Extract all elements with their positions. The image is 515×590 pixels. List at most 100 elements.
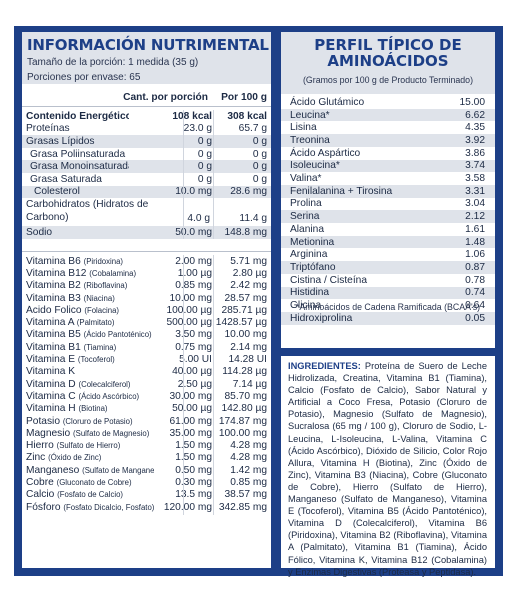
macro-row: Grasa Saturada 0 g 0 g xyxy=(22,173,271,186)
vitamin-label: Cobre xyxy=(26,477,54,489)
ingredients-list: Proteína de Suero de Leche Hidrolizada, … xyxy=(288,361,487,577)
vitamins-divider xyxy=(22,251,271,252)
vitamin-per-100g: 285.71 µg xyxy=(221,304,267,316)
vitamin-name: Vitamina B12 (Cobalamina) xyxy=(22,268,154,279)
vitamin-per-100g: 14.28 UI xyxy=(228,354,267,366)
macro-per-100g: 308 kcal xyxy=(227,110,267,122)
vitamin-label: Vitamina B1 xyxy=(26,341,81,353)
vitamin-per-100g: 4.28 mg xyxy=(230,440,267,452)
vitamin-per-100g: 174.87 mg xyxy=(218,415,267,427)
amino-row: Triptófano 0.87 xyxy=(281,261,495,274)
macro-per-serving: 23.0 g xyxy=(183,123,212,135)
vitamin-row: Vitamina A (Palmitato) 500.00 µg 1428.57 µ… xyxy=(22,317,271,329)
macro-name: Grasa Poliinsaturada xyxy=(30,148,126,160)
carbs-name: Carbohidratos (Hidratos de Carbono) xyxy=(26,199,149,223)
amino-name: Alanina xyxy=(290,223,324,235)
macro-name: Grasa Saturada xyxy=(30,173,102,185)
amino-value: 0.74 xyxy=(465,287,485,299)
vitamin-source: (Colecalciferol) xyxy=(78,379,131,389)
amino-name: Ácido Aspártico xyxy=(290,147,361,159)
vitamin-per-serving: 1.50 mg xyxy=(175,440,212,452)
amino-value: 3.04 xyxy=(465,198,485,210)
vitamin-name: Vitamina H (Biotina) xyxy=(22,403,154,414)
vitamin-label: Calcio xyxy=(26,489,55,501)
macro-per-100g: 28.6 mg xyxy=(230,186,267,198)
vitamin-row: Calcio (Fosfato de Calcio) 13.5 mg 38.57 m… xyxy=(22,489,271,501)
amino-name: Lisina xyxy=(290,122,317,134)
amino-name: Glicina xyxy=(290,300,322,312)
column-divider xyxy=(183,255,184,515)
vitamin-per-serving: 50.00 µg xyxy=(172,403,212,415)
vitamin-row: Vitamina B1 (Tiamina) 0.75 mg 2.14 mg xyxy=(22,341,271,353)
amino-value: 0.64 xyxy=(465,300,485,312)
amino-value: 15.00 xyxy=(459,96,486,108)
vitamin-per-100g: 342.85 mg xyxy=(218,501,267,513)
vitamin-name: Magnesio (Sulfato de Magnesio) xyxy=(22,428,154,439)
sodium-per-serving: 50.0 mg xyxy=(175,227,212,238)
vitamin-row: Vitamina B6 (Piridoxina) 2.00 mg 5.71 mg xyxy=(22,255,271,267)
amino-row: Arginina 1.06 xyxy=(281,248,495,261)
vitamin-label: Vitamina B12 xyxy=(26,267,87,279)
vitamin-row: Vitamina B5 (Ácido Pantoténico) 3.50 mg 10… xyxy=(22,329,271,341)
column-divider xyxy=(213,110,214,239)
vitamin-label: Vitamina K xyxy=(26,366,76,378)
vitamin-source: (Ácido Pantoténico) xyxy=(83,330,152,340)
vitamin-per-100g: 4.28 mg xyxy=(230,452,267,464)
amino-subtitle: (Gramos por 100 g de Producto Terminado) xyxy=(303,75,473,85)
vitamin-label: Ácido Folico xyxy=(26,304,82,316)
vitamin-label: Vitamina H xyxy=(26,403,76,415)
amino-value: 0.87 xyxy=(465,261,485,273)
macro-row: Grasa Poliinsaturada 0 g 0 g xyxy=(22,148,271,161)
vitamin-row: Vitamina C (Ácido Ascórbico) 30.00 mg 85.7… xyxy=(22,390,271,402)
vitamin-source: (Fosfato Dicalcio, Fosfato) xyxy=(63,502,154,512)
vitamin-name: Zinc (Óxido de Zinc) xyxy=(22,452,154,463)
macro-per-100g: 65.7 g xyxy=(238,123,267,135)
sodium-name: Sodio xyxy=(26,227,53,238)
serving-size: Tamaño de la porción: 1 medida (35 g) xyxy=(27,57,199,68)
amino-row: Fenilalanina + Tirosina 3.31 xyxy=(281,184,495,198)
amino-value: 3.92 xyxy=(465,134,485,146)
vitamin-source: (Cobalamina) xyxy=(89,268,137,278)
vitamin-name: Calcio (Fosfato de Calcio) xyxy=(22,489,154,500)
vitamin-per-100g: 28.57 mg xyxy=(224,292,267,304)
vitamin-name: Fósforo (Fosfato Dicalcio, Fosfato) xyxy=(22,502,154,513)
vitamin-name: Vitamina B2 (Riboflavina) xyxy=(22,280,154,291)
vitamin-label: Vitamina D xyxy=(26,378,76,390)
vitamin-name: Vitamina B6 (Piridoxina) xyxy=(22,256,154,267)
amino-row: Leucina* 6.62 xyxy=(281,108,495,122)
vitamin-row: Magnesio (Sulfato de Magnesio) 35.00 mg 10… xyxy=(22,427,271,439)
amino-name: Treonina xyxy=(290,134,330,146)
carbs-per-serving: 4.0 g xyxy=(187,213,210,224)
vitamin-name: Ácido Folico (Folacina) xyxy=(22,305,154,316)
vitamin-per-100g: 85.70 mg xyxy=(224,390,267,402)
vitamin-source: (Tiamina) xyxy=(83,342,117,352)
vitamin-label: Fósforo xyxy=(26,501,61,513)
vitamin-source: (Óxido de Zinc) xyxy=(48,453,102,463)
carbs-row: Carbohidratos (Hidratos de Carbono) 4.0 … xyxy=(22,198,271,226)
vitamin-source: (Cloruro de Potasio) xyxy=(62,416,133,426)
vitamin-per-serving: 40.00 µg xyxy=(172,366,212,378)
vitamin-row: Vitamina E (Tocoferol) 5.00 UI 14.28 UI xyxy=(22,353,271,365)
amino-value: 3.86 xyxy=(465,147,485,159)
vitamin-per-100g: 10.00 mg xyxy=(224,329,267,341)
servings-per-container: Porciones por envase: 65 xyxy=(27,72,141,83)
nutrition-header: INFORMACIÓN NUTRIMENTAL Tamaño de la por… xyxy=(22,32,271,84)
amino-value: 3.58 xyxy=(465,173,485,185)
macro-per-serving: 0 g xyxy=(197,135,212,147)
sodium-row: Sodio 50.0 mg 148.8 mg xyxy=(22,226,271,239)
ingredients-panel: INGREDIENTES: Proteína de Suero de Leche… xyxy=(281,356,495,577)
amino-name: Hidroxiprolina xyxy=(290,312,353,324)
macro-per-serving: 108 kcal xyxy=(172,110,212,122)
vitamin-name: Vitamina B3 (Niacina) xyxy=(22,293,154,304)
amino-value: 2.12 xyxy=(465,211,485,223)
vitamin-per-serving: 0.75 mg xyxy=(175,341,212,353)
amino-value: 3.31 xyxy=(465,185,485,197)
column-divider xyxy=(213,255,214,515)
amino-row: Cistina / Cisteína 0.78 xyxy=(281,274,495,287)
vitamin-per-100g: 100.00 mg xyxy=(218,427,267,439)
vitamin-source: (Palmitato) xyxy=(76,318,115,328)
amino-row: Serina 2.12 xyxy=(281,210,495,223)
vitamin-source: (Tocoferol) xyxy=(77,355,115,365)
vitamin-row: Vitamina B3 (Niacina) 10.00 mg 28.57 mg xyxy=(22,292,271,304)
vitamin-per-100g: 5.71 mg xyxy=(230,255,267,267)
